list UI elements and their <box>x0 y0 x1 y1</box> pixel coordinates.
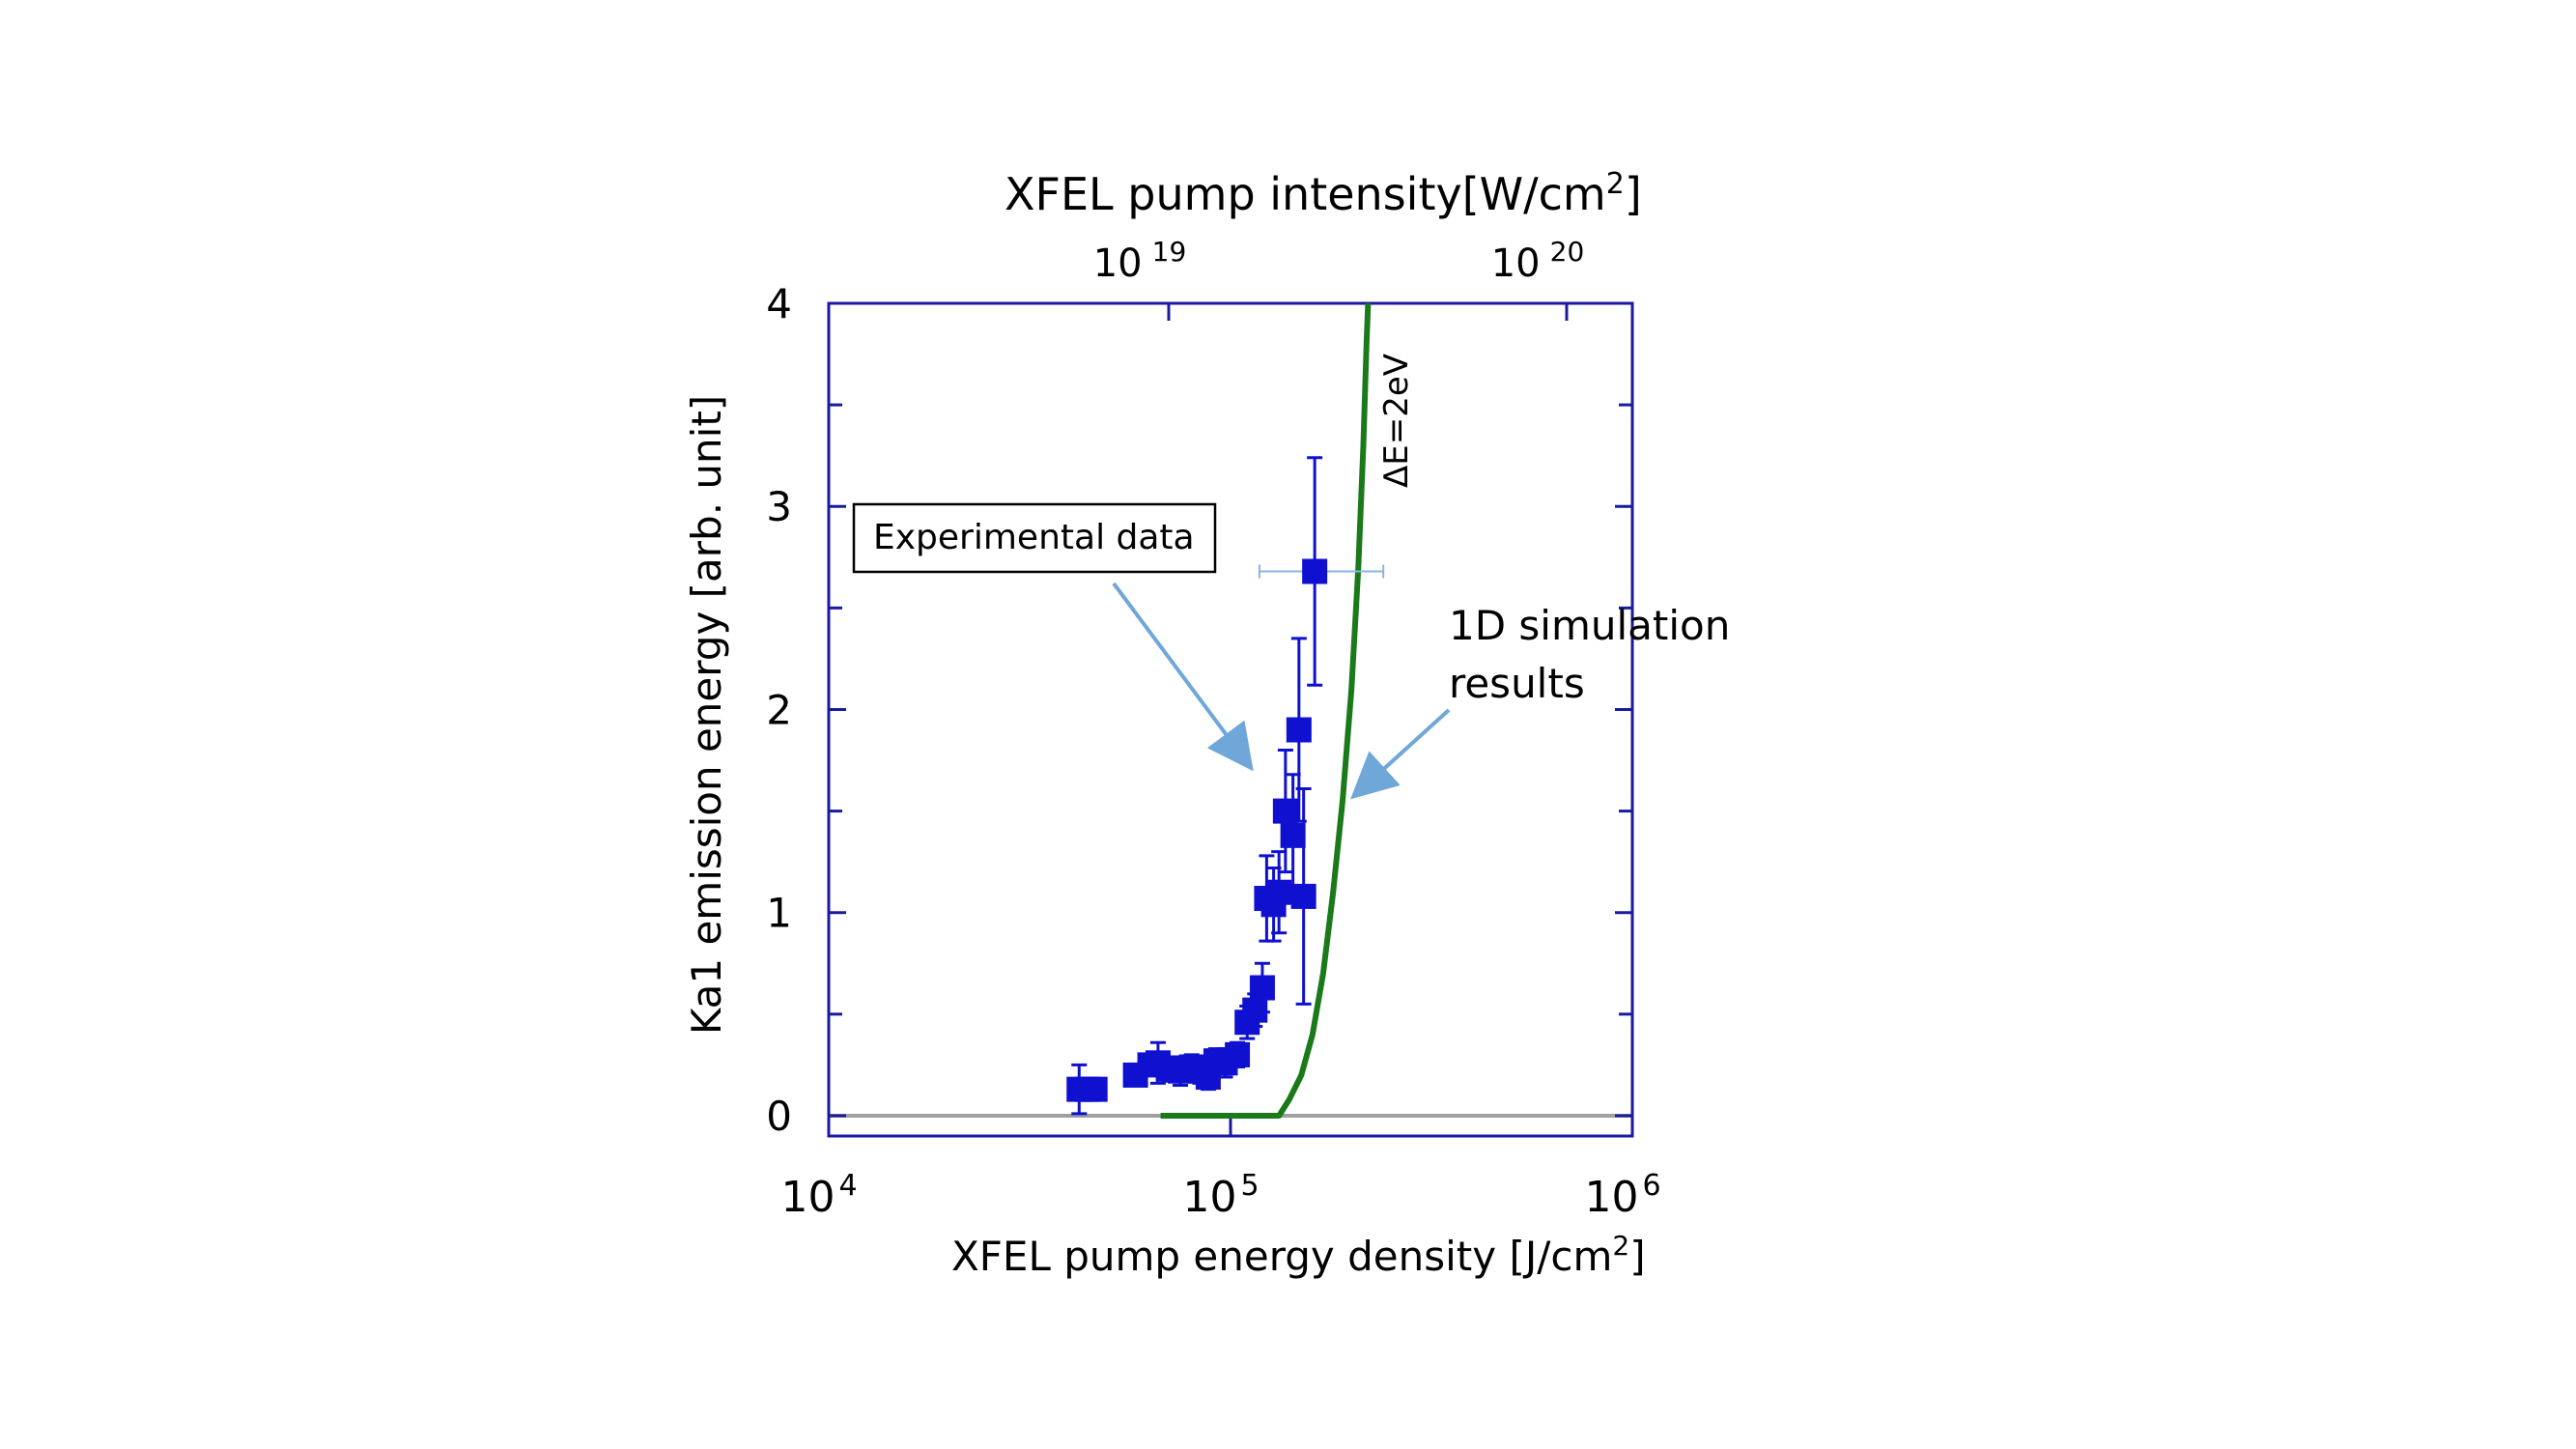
data-point <box>1249 961 1275 1014</box>
data-point <box>1082 1076 1108 1102</box>
curve-label: ΔE=2eV <box>1377 354 1416 488</box>
simulation-curve <box>1160 302 1372 1119</box>
data-point <box>1286 637 1312 823</box>
data-marker <box>1286 717 1312 743</box>
plot-frame <box>827 301 1634 1138</box>
data-marker <box>1302 558 1328 584</box>
simulation-arrow <box>1350 708 1451 800</box>
top-axis-title-sup: 2 <box>1606 167 1625 201</box>
y-axis-title: Ka1 emission energy [arb. unit] <box>683 395 730 1035</box>
data-point <box>1258 456 1385 687</box>
x-tick-label: 10 5 <box>1182 1169 1259 1223</box>
x-axis-title-sup: 2 <box>1612 1230 1629 1262</box>
top-axis-title-main: XFEL pump intensity[W/cm <box>1005 168 1606 220</box>
x-tick-label: 10 6 <box>1584 1169 1660 1223</box>
top-axis-title: XFEL pump intensity[W/cm2] <box>1005 167 1642 221</box>
x-axis-title-main: XFEL pump energy density [J/cm <box>951 1233 1612 1280</box>
data-marker <box>1290 883 1316 909</box>
data-point <box>1280 773 1306 898</box>
data-marker <box>1280 822 1306 848</box>
top-axis-title-end: ] <box>1625 168 1642 220</box>
x-axis-title-end: ] <box>1629 1233 1645 1280</box>
y-tick-label: 1 <box>766 890 792 937</box>
x-axis-ticks: 10 4 10 5 10 6 <box>780 1119 1661 1223</box>
y-tick-label: 0 <box>766 1093 792 1140</box>
data-marker <box>1249 975 1275 1001</box>
top-tick-label: 10 20 <box>1491 236 1585 287</box>
y-tick-label: 3 <box>766 483 792 530</box>
y-axis-ticks: 0 1 2 3 4 <box>766 280 1632 1140</box>
top-tick-label: 10 19 <box>1093 236 1187 287</box>
experimental-arrow <box>1112 582 1254 772</box>
data-marker <box>1082 1076 1108 1102</box>
experimental-label: Experimental data <box>873 518 1195 557</box>
x-tick-label: 10 4 <box>780 1169 857 1223</box>
data-point <box>1266 850 1292 935</box>
data-point <box>1290 786 1316 1006</box>
top-axis-ticks: 10 19 10 20 <box>1093 236 1585 321</box>
simulation-label-line2: results <box>1449 660 1585 707</box>
y-tick-label: 2 <box>766 686 792 733</box>
y-tick-label: 4 <box>766 280 792 327</box>
experimental-label-box <box>852 502 1217 574</box>
data-point <box>1225 1040 1251 1069</box>
data-marker <box>1225 1041 1251 1067</box>
x-axis-title: XFEL pump energy density [J/cm2] <box>951 1230 1646 1281</box>
data-marker <box>1266 879 1292 905</box>
simulation-label-line1: 1D simulation <box>1449 602 1730 649</box>
experimental-data-points <box>1066 456 1385 1116</box>
